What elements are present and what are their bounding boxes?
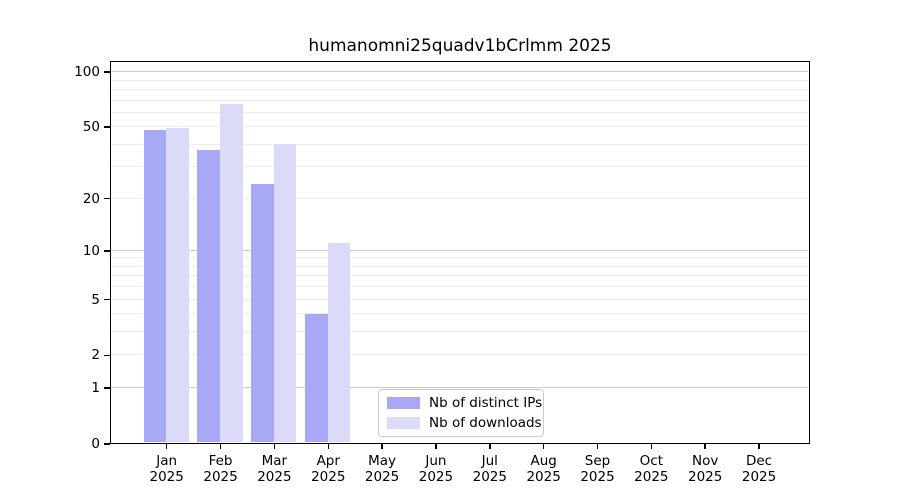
minor-gridline [111, 313, 808, 315]
minor-gridline [111, 166, 808, 168]
x-tick-label: Jan 2025 [149, 453, 184, 485]
minor-gridline [111, 275, 808, 277]
minor-gridline [111, 79, 808, 81]
x-tick [758, 444, 760, 449]
major-gridline [111, 387, 808, 389]
minor-gridline [111, 197, 808, 199]
downloads-swatch-icon [387, 417, 420, 429]
x-tick-label: Feb 2025 [203, 453, 238, 485]
x-tick [542, 444, 545, 449]
legend-item-downloads: Nb of downloads [387, 415, 542, 431]
x-tick-label: Jul 2025 [472, 453, 507, 485]
legend-label-distinct-ips: Nb of distinct IPs [429, 395, 543, 411]
y-tick-label: 10 [82, 242, 100, 259]
minor-gridline [111, 88, 808, 90]
y-tick [104, 387, 110, 389]
legend: Nb of distinct IPs Nb of downloads [378, 389, 544, 437]
x-tick [381, 444, 383, 449]
x-tick [435, 444, 437, 449]
x-tick-label: Jun 2025 [418, 453, 454, 485]
minor-gridline [111, 99, 808, 101]
y-tick [104, 126, 110, 128]
legend-label-downloads: Nb of downloads [429, 415, 542, 431]
plot-area [110, 61, 810, 444]
x-tick-label: Sep 2025 [580, 453, 615, 485]
y-tick-label: 1 [91, 380, 100, 397]
bar-downloads-feb-2025 [220, 103, 243, 442]
y-tick [104, 250, 110, 252]
y-tick [104, 197, 110, 200]
bar-downloads-apr-2025 [327, 243, 351, 442]
x-tick-label: Oct 2025 [634, 453, 669, 485]
minor-gridline [111, 298, 808, 300]
y-tick-label: 100 [74, 64, 100, 81]
y-tick [104, 443, 110, 445]
x-tick-label: Aug 2025 [526, 453, 561, 485]
y-tick [104, 71, 110, 73]
y-tick-label: 20 [82, 190, 100, 207]
major-gridline [111, 249, 808, 251]
x-tick-label: May 2025 [364, 453, 400, 485]
bar-downloads-jan-2025 [166, 128, 189, 442]
x-tick [596, 444, 599, 449]
x-tick [489, 444, 491, 449]
y-tick [104, 298, 110, 301]
distinct-ips-swatch-icon [387, 397, 420, 409]
x-tick [219, 444, 222, 449]
x-tick-label: Dec 2025 [741, 453, 777, 485]
x-tick [650, 444, 653, 449]
y-tick-label: 5 [91, 291, 100, 308]
y-tick-label: 50 [82, 119, 100, 136]
minor-gridline [111, 354, 808, 356]
x-tick [704, 444, 706, 449]
minor-gridline [111, 143, 808, 145]
major-gridline [111, 71, 808, 73]
x-tick [165, 444, 168, 449]
minor-gridline [111, 126, 808, 128]
minor-gridline [111, 331, 808, 333]
minor-gridline [111, 111, 808, 113]
minor-gridline [111, 286, 808, 288]
bar-distinct-ips-feb-2025 [197, 150, 221, 442]
y-tick-label: 0 [91, 436, 100, 452]
minor-gridline [111, 257, 808, 259]
bar-downloads-mar-2025 [273, 144, 297, 442]
chart-title: humanomni25quadv1bCrlmm 2025 [308, 36, 612, 56]
x-tick [273, 444, 276, 449]
legend-item-distinct-ips: Nb of distinct IPs [387, 395, 542, 411]
bar-distinct-ips-apr-2025 [305, 313, 328, 442]
x-tick [327, 444, 329, 449]
bar-distinct-ips-mar-2025 [251, 184, 274, 442]
x-tick-label: Nov 2025 [688, 453, 723, 485]
y-tick-label: 2 [91, 347, 100, 364]
bar-distinct-ips-jan-2025 [143, 129, 167, 442]
x-tick-label: Mar 2025 [257, 453, 292, 485]
minor-gridline [111, 265, 808, 267]
y-tick [104, 354, 110, 357]
x-tick-label: Apr 2025 [311, 453, 346, 485]
